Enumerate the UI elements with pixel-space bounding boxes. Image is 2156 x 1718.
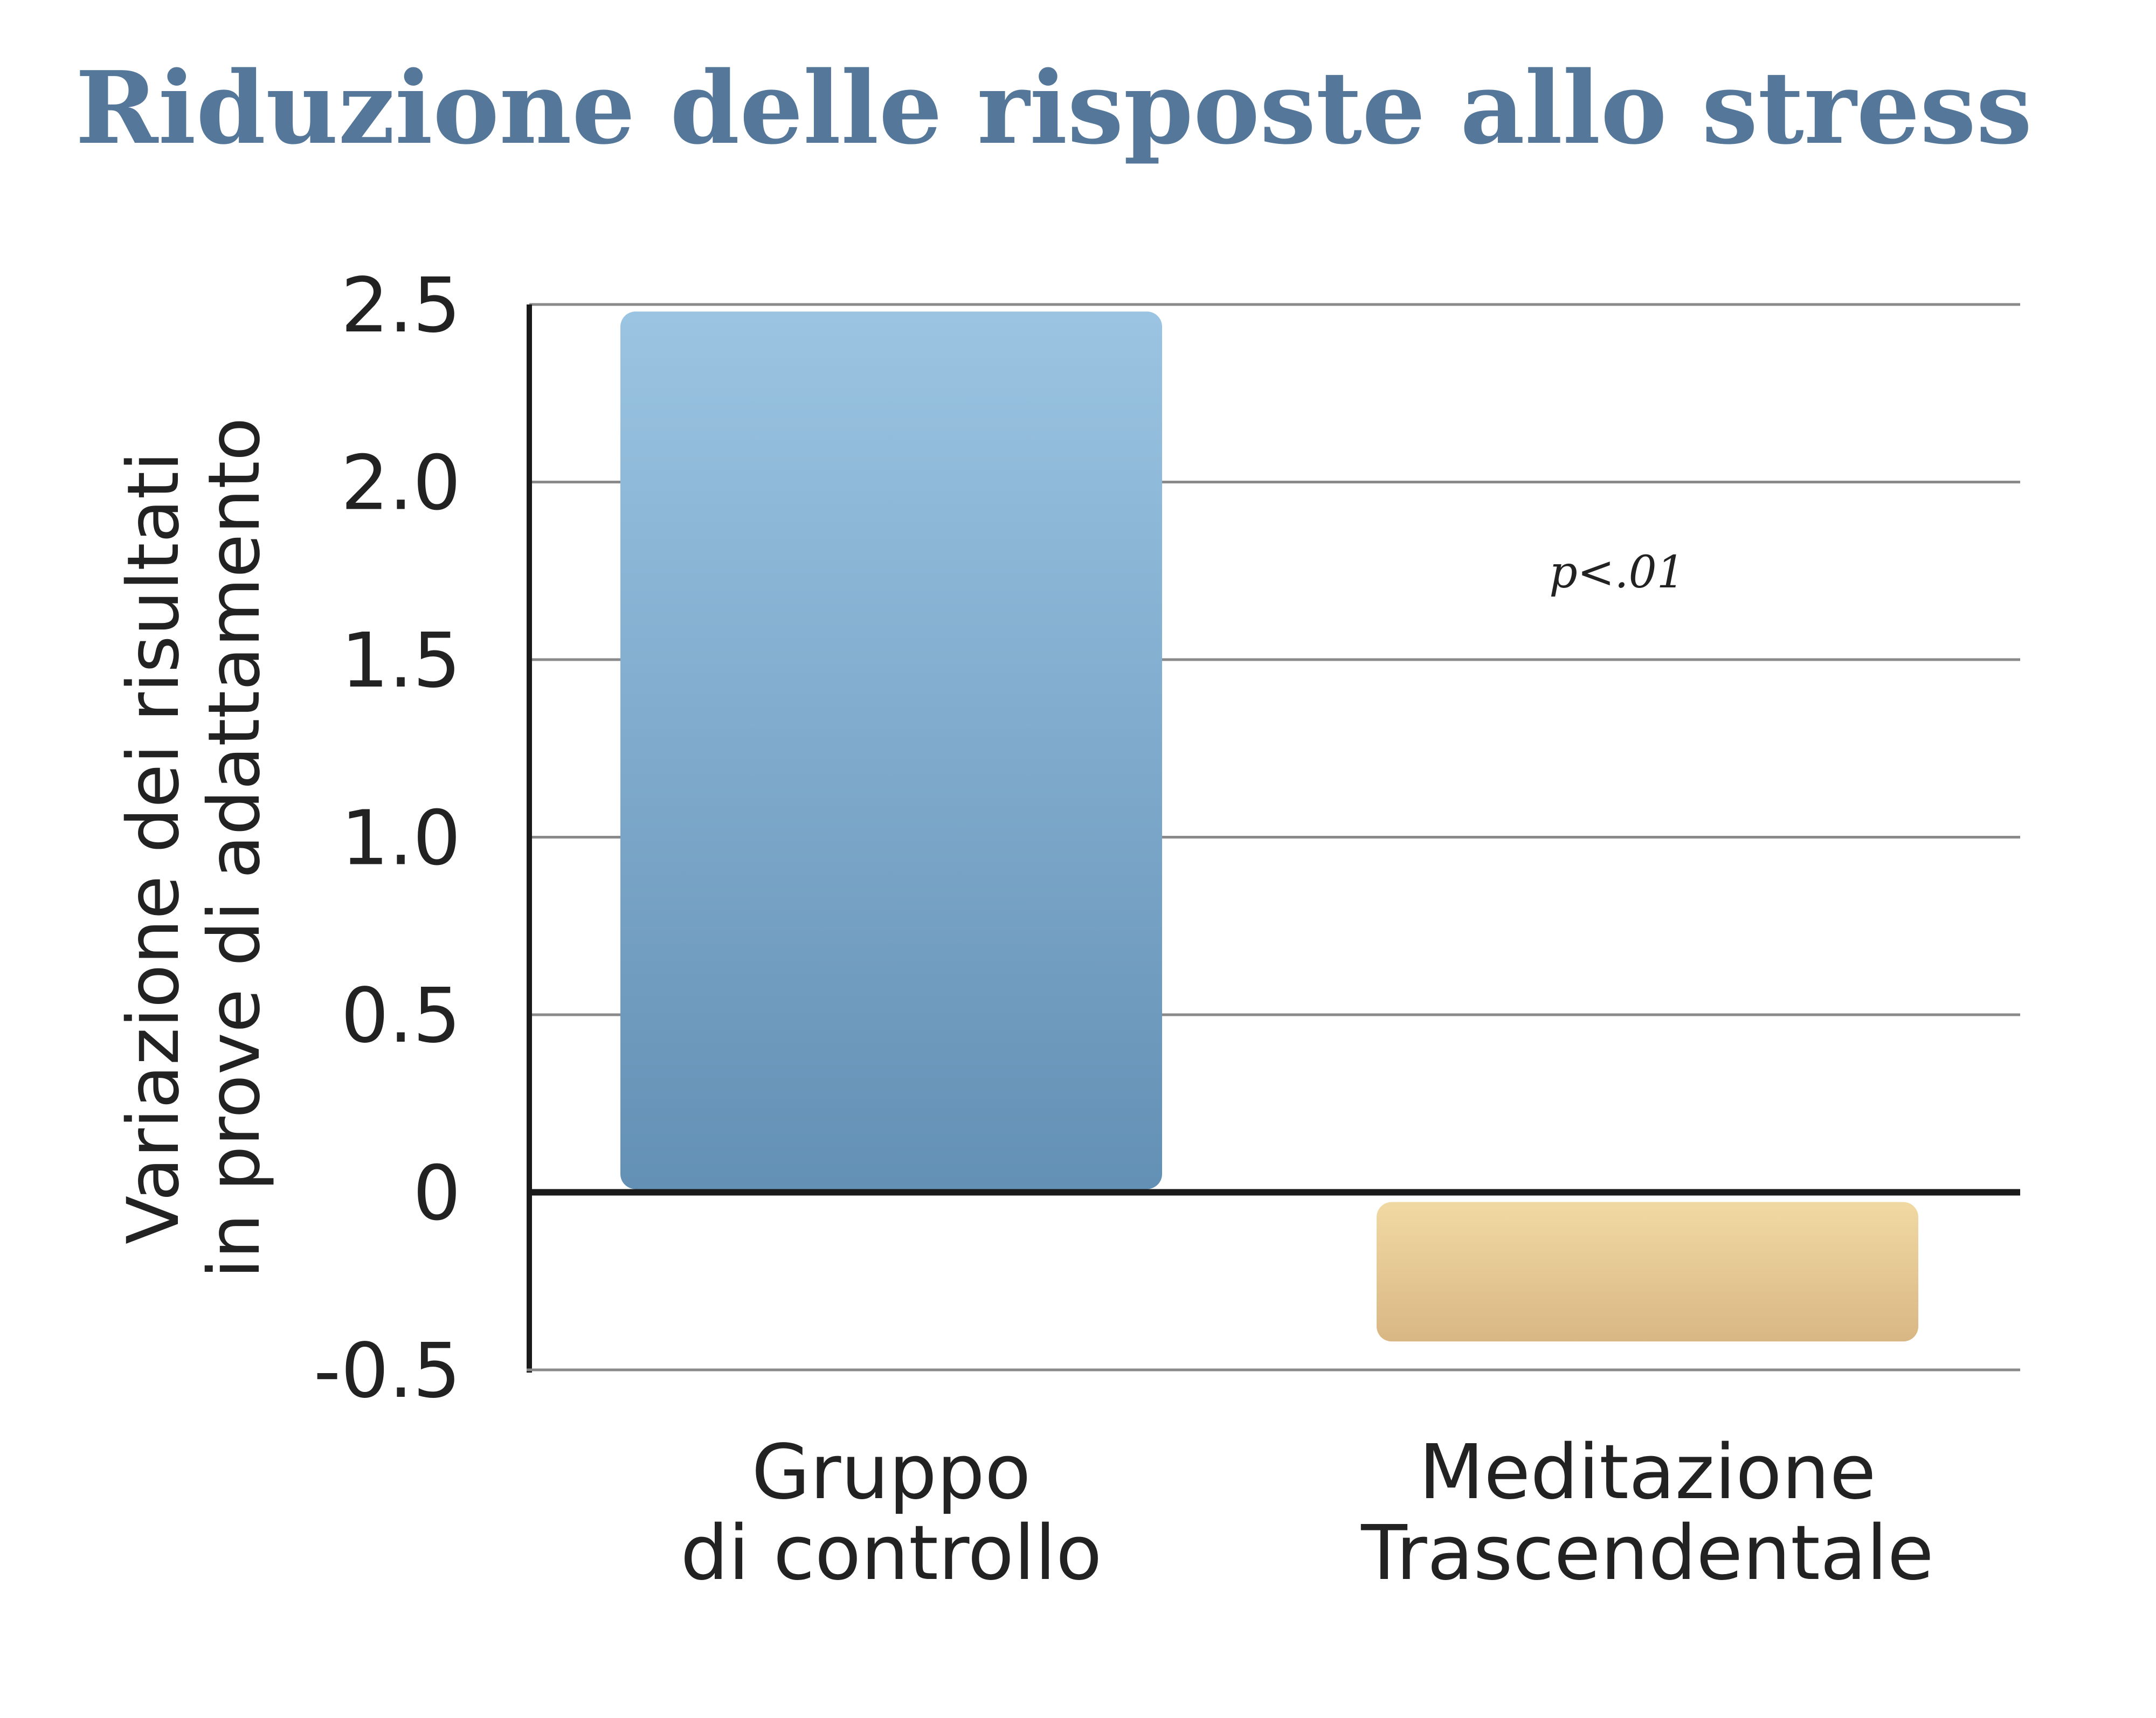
y-tick-labels: 2.5 2.0 1.5 1.0 0.5 0 -0.5 bbox=[314, 262, 461, 1415]
y-axis-label-line: Variazione dei risultati bbox=[112, 452, 195, 1244]
x-category-label: Gruppo bbox=[751, 1429, 1031, 1516]
y-tick-label: 2.0 bbox=[341, 440, 461, 528]
y-axis-label-line: in prove di adattamento bbox=[193, 418, 276, 1279]
y-tick-label: 1.0 bbox=[341, 795, 461, 883]
y-tick-label: 2.5 bbox=[341, 262, 461, 350]
y-tick-label: -0.5 bbox=[314, 1327, 461, 1415]
bar-2 bbox=[1377, 1202, 1918, 1342]
bars bbox=[620, 311, 1918, 1342]
axes bbox=[527, 304, 2020, 1373]
x-category-label: Meditazione bbox=[1419, 1429, 1876, 1516]
chart-title: Riduzione delle risposte allo stress bbox=[75, 49, 2033, 167]
x-category-label: di controllo bbox=[680, 1509, 1102, 1597]
y-tick-label: 0.5 bbox=[341, 972, 461, 1060]
y-tick-label: 1.5 bbox=[341, 617, 461, 705]
bar-1 bbox=[620, 311, 1162, 1189]
y-tick-label: 0 bbox=[413, 1150, 461, 1238]
significance-annotation: p<.01 bbox=[1549, 547, 1685, 598]
x-category-label: Trascendentale bbox=[1360, 1509, 1934, 1597]
